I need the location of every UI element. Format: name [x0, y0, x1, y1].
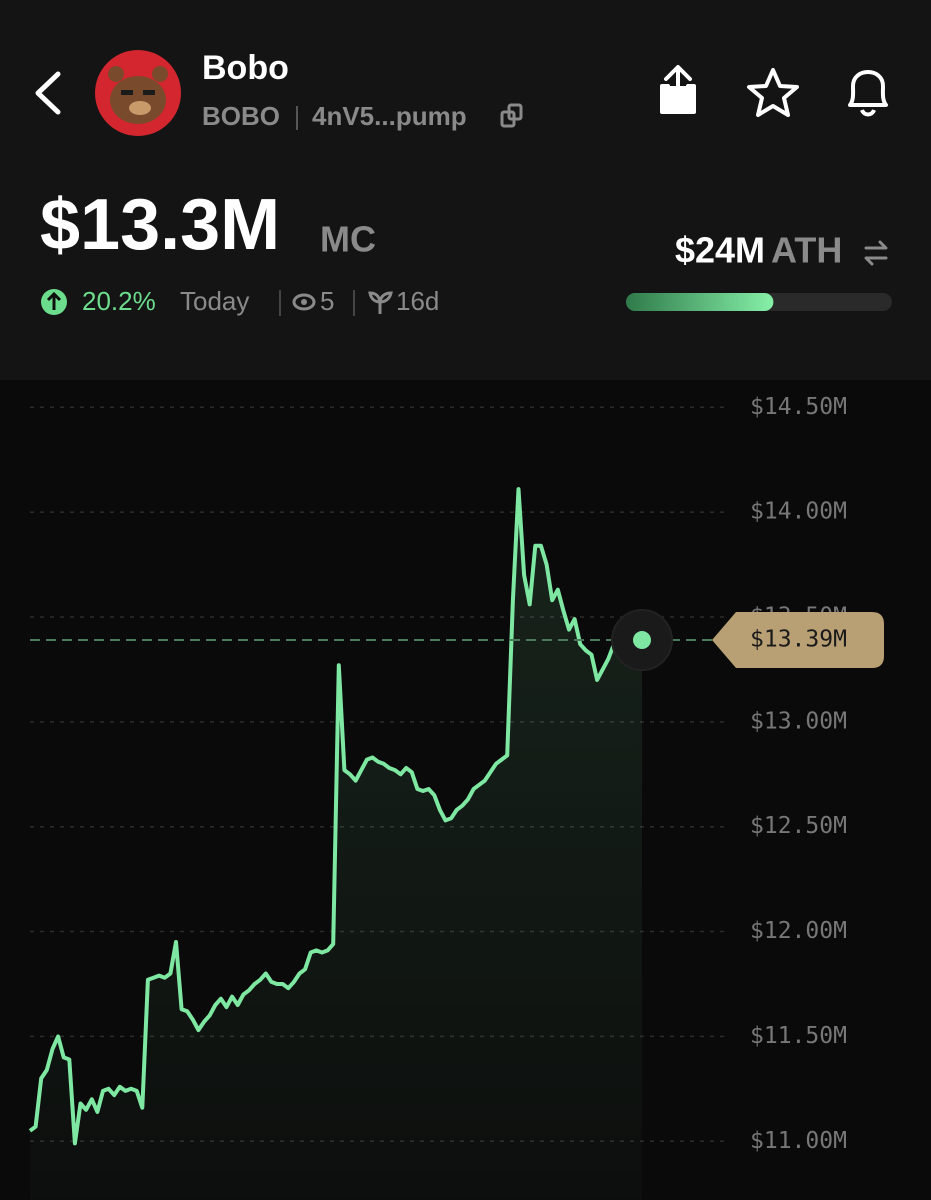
alert-button[interactable]	[848, 70, 888, 117]
ath-value: $24M	[675, 230, 765, 271]
y-tick-label: $11.00M	[750, 1128, 847, 1154]
ath-progress	[626, 293, 774, 311]
copy-button[interactable]	[500, 103, 523, 128]
y-tick-label: $12.00M	[750, 918, 847, 944]
y-tick-label: $12.50M	[750, 813, 847, 839]
change-period: Today	[180, 286, 249, 316]
y-tick-label: $11.50M	[750, 1023, 847, 1049]
token-address: 4nV5...pump	[312, 101, 467, 131]
token-name: Bobo	[202, 49, 289, 87]
y-tick-label: $14.50M	[750, 394, 847, 420]
ath-label: ATH	[771, 230, 842, 271]
chart: $11.00M$11.50M$12.00M$12.50M$13.00M$13.5…	[28, 394, 884, 1200]
watchers: 5	[320, 286, 334, 316]
eye-icon	[292, 293, 316, 311]
age: 16d	[396, 286, 439, 316]
current-price-tag	[712, 612, 884, 669]
share-button[interactable]	[660, 65, 696, 114]
swap-button[interactable]	[864, 240, 888, 266]
price-line	[28, 487, 643, 1146]
market-cap: $13.3M	[40, 185, 280, 265]
market-cap-unit: MC	[320, 219, 376, 260]
current-dot	[633, 631, 651, 650]
change: 20.2%	[82, 286, 156, 316]
token-symbol: BOBO	[202, 101, 280, 131]
y-tick-label: $14.00M	[750, 499, 847, 525]
y-tick-label: $13.00M	[750, 708, 847, 734]
avatar	[95, 50, 181, 136]
age-icon	[368, 291, 393, 314]
back-button[interactable]	[35, 71, 61, 115]
favorite-button[interactable]	[747, 68, 799, 117]
up-arrow	[46, 291, 62, 310]
current-price-label: $13.39M	[750, 627, 847, 653]
